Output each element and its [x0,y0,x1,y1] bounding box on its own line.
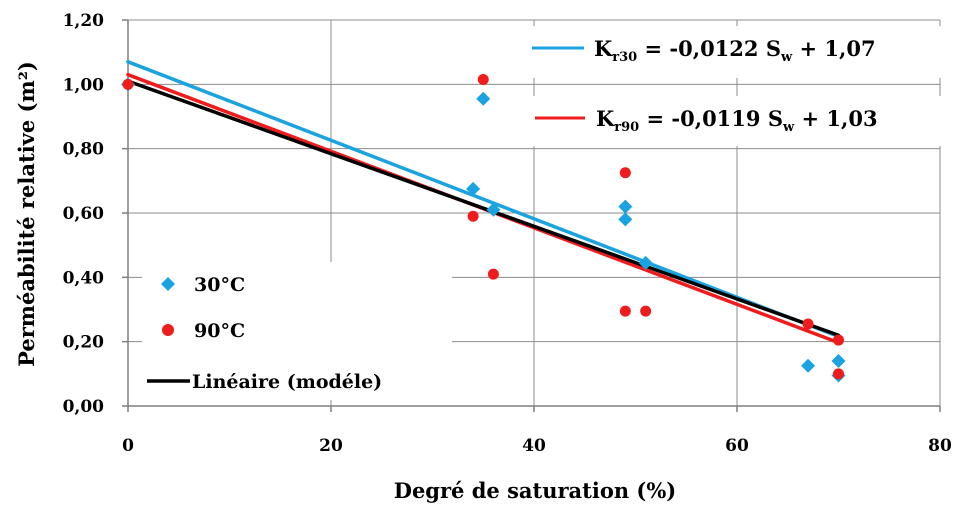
y-tick-label: 0,80 [63,140,105,160]
point-30c [466,181,481,196]
legend-label: 30°C [194,274,245,296]
x-tick-label: 20 [319,436,343,456]
equation-text: Kr30 = -0,0122 Sw + 1,07 [594,36,876,65]
point-90c [467,210,479,222]
trendlines [126,60,841,345]
point-30c [801,358,816,373]
point-90c [619,167,631,179]
point-90c [487,268,499,280]
point-90c [833,368,844,380]
legend-label: 90°C [194,320,245,342]
y-tick-label: 1,20 [63,11,105,31]
equation-background [526,26,944,78]
x-tick-labels: 0 20 40 60 80 [122,436,952,456]
point-30c [476,91,491,106]
x-tick-label: 60 [725,436,749,456]
point-30c [618,199,633,214]
legend-marker-diamond [161,277,175,291]
point-30c [831,353,846,368]
data-points [121,74,846,383]
legend-marker-circle [162,324,174,336]
trendline-model [126,79,841,337]
legend: 30°C 90°C Linéaire (modéle) [142,262,452,400]
legend-background [142,262,452,400]
equation-k30: Kr30 = -0,0122 Sw + 1,07 [526,26,944,78]
point-90c [802,318,814,330]
x-tick-label: 80 [928,436,952,456]
point-90c [619,305,631,317]
y-tick-label: 0,60 [63,204,105,224]
y-tick-label: 0,20 [63,333,105,353]
point-90c [640,305,652,317]
x-tick-label: 0 [122,436,134,456]
x-tick-label: 40 [522,436,546,456]
point-30c [486,202,501,217]
y-axis-title: Perméabilité relative (m²) [14,61,39,367]
y-tick-label: 0,00 [63,397,105,417]
y-tick-label: 0,40 [63,268,105,288]
equation-text: Kr90 = -0,0119 Sw + 1,03 [596,106,878,135]
point-30c [618,212,633,227]
legend-label: Linéaire (modéle) [192,371,382,393]
point-30c [638,255,653,270]
point-90c [833,334,844,346]
x-axis-title: Degré de saturation (%) [394,478,677,503]
y-tick-label: 1,00 [63,75,105,95]
point-90c [122,78,134,90]
equation-k90: Kr90 = -0,0119 Sw + 1,03 [530,96,944,146]
equation-background [530,96,944,146]
y-tick-labels: 0,00 0,20 0,40 0,60 0,80 1,00 1,20 [63,11,105,417]
point-90c [477,74,489,86]
trendline-k30 [126,60,841,339]
